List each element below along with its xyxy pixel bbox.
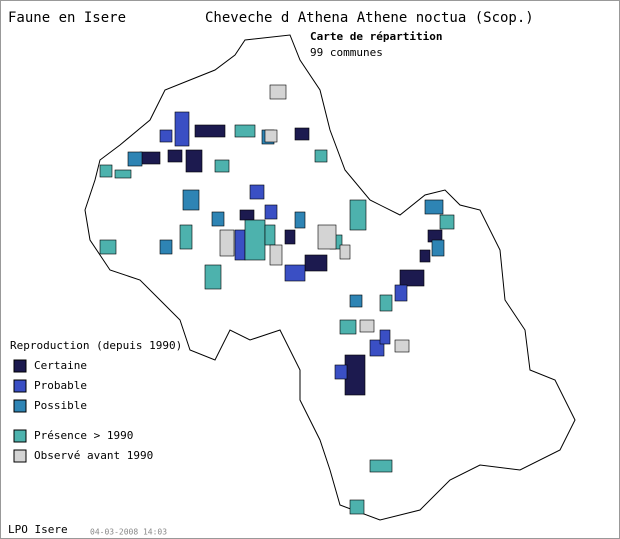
commune (424, 199, 444, 215)
commune (244, 219, 266, 261)
commune (159, 129, 173, 143)
commune (349, 294, 363, 308)
commune (264, 224, 276, 246)
commune (234, 124, 256, 138)
commune (239, 209, 255, 221)
commune (204, 264, 222, 290)
commune (339, 319, 357, 335)
site-title: Faune en Isere (8, 10, 126, 26)
legend-label: Présence > 1990 (34, 429, 133, 442)
commune (219, 229, 235, 257)
commune (264, 129, 278, 143)
commune (264, 204, 278, 220)
commune (419, 249, 431, 263)
commune (269, 244, 283, 266)
communes (99, 84, 455, 515)
commune (394, 339, 410, 353)
legend-label: Certaine (34, 359, 87, 372)
commune (114, 169, 132, 179)
legend-label: Probable (34, 379, 87, 392)
commune (174, 111, 190, 147)
commune (399, 269, 425, 287)
commune (359, 319, 375, 333)
commune (139, 151, 161, 165)
commune (304, 254, 328, 272)
commune (127, 151, 143, 167)
footer-date: 04-03-2008 14:03 (90, 528, 167, 537)
commune (194, 124, 226, 138)
legend-swatch (13, 429, 27, 443)
commune (369, 459, 393, 473)
legend-title: Reproduction (depuis 1990) (10, 339, 182, 352)
commune-count: 99 communes (310, 46, 383, 59)
legend: Certaine Probable Possible Présence > 1990 O… (13, 359, 153, 463)
commune (379, 329, 391, 345)
commune (334, 364, 348, 380)
commune (314, 149, 328, 163)
legend-swatch (13, 449, 27, 463)
legend-label: Observé avant 1990 (34, 449, 153, 462)
commune (234, 229, 246, 261)
commune (99, 164, 113, 178)
commune (284, 229, 296, 245)
legend-swatch (13, 399, 27, 413)
legend-label: Possible (34, 399, 87, 412)
commune (211, 211, 225, 227)
department-outline (84, 34, 576, 521)
map-title: Carte de répartition (310, 30, 442, 43)
commune (167, 149, 183, 163)
commune (185, 149, 203, 173)
species-title: Cheveche d Athena Athene noctua (Scop.) (205, 10, 534, 26)
commune (317, 224, 337, 250)
commune (249, 184, 265, 200)
commune (214, 159, 230, 173)
commune (379, 294, 393, 312)
commune (394, 284, 408, 302)
legend-swatch (13, 359, 27, 373)
commune (284, 264, 306, 282)
commune (339, 244, 351, 260)
commune (99, 239, 117, 255)
commune (269, 84, 287, 100)
commune (439, 214, 455, 230)
commune (294, 127, 310, 141)
legend-swatch (13, 379, 27, 393)
commune (159, 239, 173, 255)
commune (294, 211, 306, 229)
footer-org: LPO Isere (8, 523, 68, 536)
commune (179, 224, 193, 250)
commune (349, 499, 365, 515)
commune (344, 354, 366, 396)
commune (431, 239, 445, 257)
commune (182, 189, 200, 211)
commune (349, 199, 367, 231)
